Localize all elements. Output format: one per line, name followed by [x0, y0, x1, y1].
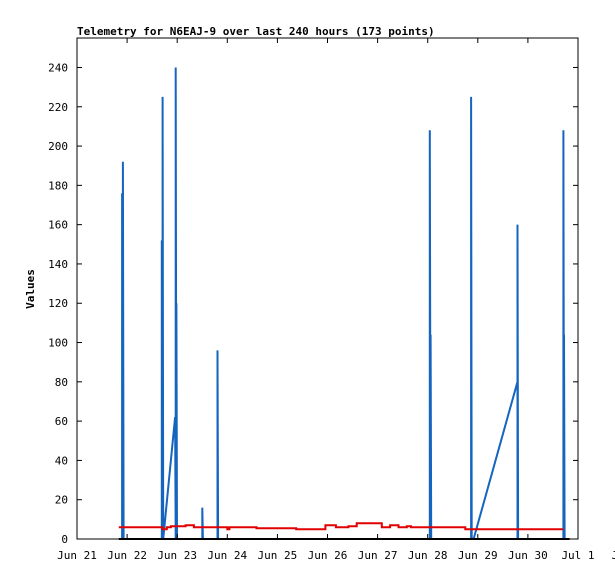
- x-tick-label: Jun 24: [207, 549, 247, 562]
- y-tick-label: 0: [61, 533, 68, 546]
- y-tick-label: 160: [48, 219, 68, 232]
- chart-title: Telemetry for N6EAJ-9 over last 240 hour…: [77, 25, 435, 38]
- series-line-2: [118, 522, 564, 531]
- x-tick-label: Jul 1: [561, 549, 594, 562]
- y-tick-label: 80: [55, 376, 68, 389]
- y-tick-label: 100: [48, 337, 68, 350]
- x-tick-label: Jun 30: [508, 549, 548, 562]
- x-tick-label: Jun 26: [308, 549, 348, 562]
- y-tick-label: 120: [48, 297, 68, 310]
- x-tick-label: Jun 27: [358, 549, 398, 562]
- x-tick-label: Jun 28: [408, 549, 448, 562]
- y-tick-label: 180: [48, 179, 68, 192]
- y-tick-label: 140: [48, 258, 68, 271]
- x-tick-label: Jun 29: [458, 549, 498, 562]
- x-tick-label: Jul 2: [612, 549, 615, 562]
- plot-area: [76, 37, 579, 540]
- x-tick-label: Jun 25: [258, 549, 298, 562]
- x-tick-label: Jun 21: [57, 549, 97, 562]
- series-layer: [118, 67, 570, 540]
- y-tick-label: 240: [48, 61, 68, 74]
- y-axis: 0 20 40 60 80 100 120 140 160 180 200 220 240: [48, 61, 578, 546]
- series-line-1: [121, 67, 566, 540]
- y-tick-label: 20: [55, 494, 68, 507]
- x-tick-label: Jun 22: [107, 549, 147, 562]
- y-axis-label: Values: [24, 269, 37, 309]
- x-axis: Jun 21 Jun 22 Jun 23 Jun 24 Jun 25 Jun 26 Jun …: [57, 38, 615, 562]
- y-tick-label: 40: [55, 454, 68, 467]
- y-tick-label: 60: [55, 415, 68, 428]
- y-tick-label: 220: [48, 101, 68, 114]
- y-tick-label: 200: [48, 140, 68, 153]
- x-tick-label: Jun 23: [157, 549, 197, 562]
